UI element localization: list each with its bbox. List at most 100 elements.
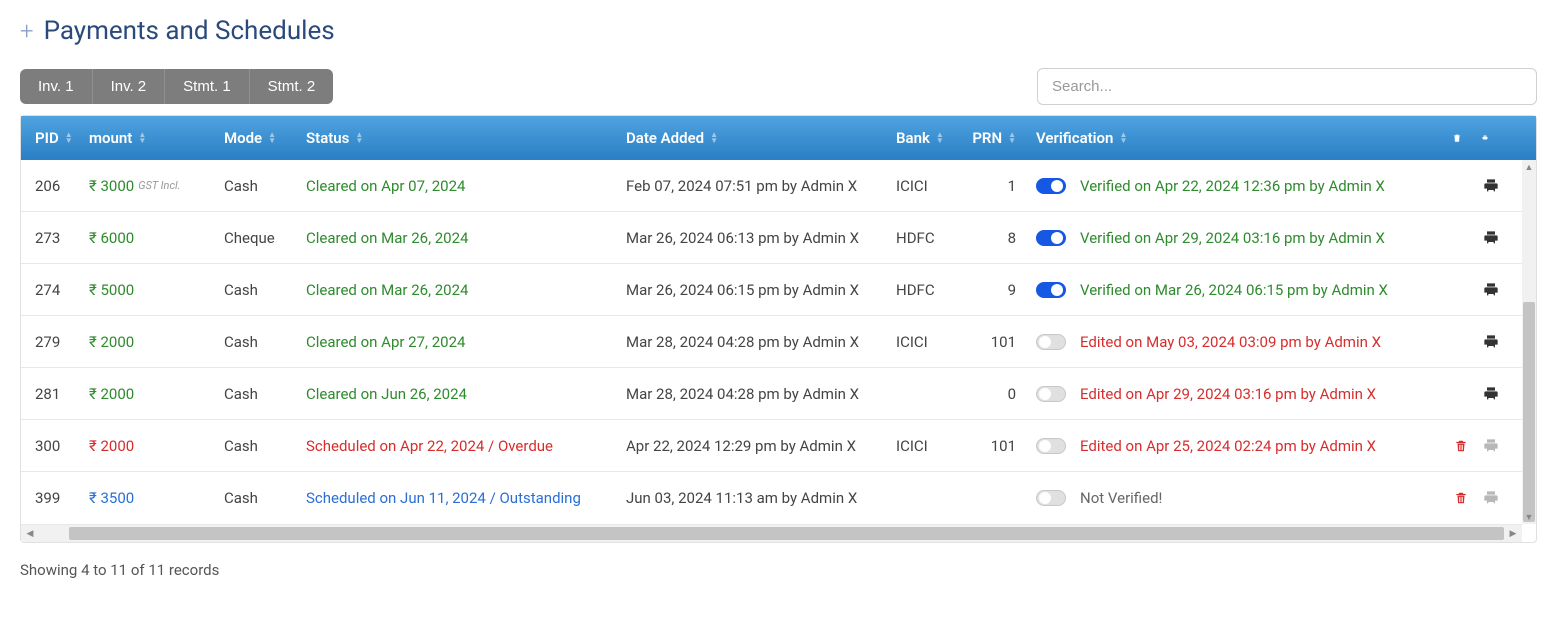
cell-verification: Edited on Apr 25, 2024 02:24 pm by Admin… [1026, 437, 1442, 455]
cell-pid: 281 [21, 385, 79, 403]
verified-toggle[interactable] [1036, 438, 1066, 454]
tab-group: Inv. 1 Inv. 2 Stmt. 1 Stmt. 2 [20, 69, 333, 104]
cell-bank: HDFC [886, 281, 966, 299]
cell-pid: 279 [21, 333, 79, 351]
verified-toggle[interactable] [1036, 490, 1066, 506]
cell-amount: ₹ 5000 [79, 281, 214, 299]
delete-icon[interactable] [1454, 438, 1468, 454]
print-icon[interactable] [1482, 230, 1500, 246]
horizontal-scroll-thumb[interactable] [69, 527, 1504, 540]
cell-status: Scheduled on Jun 11, 2024 / Outstanding [296, 489, 616, 507]
tab-stmt-1[interactable]: Stmt. 1 [165, 69, 250, 104]
cell-amount: ₹ 2000 [79, 385, 214, 403]
print-icon[interactable] [1482, 490, 1500, 506]
cell-actions [1442, 178, 1514, 194]
col-verification[interactable]: Verification ▲▼ [1026, 129, 1442, 147]
cell-mode: Cash [214, 281, 296, 299]
table-row: 279₹ 2000CashCleared on Apr 27, 2024Mar … [21, 316, 1522, 368]
print-icon[interactable] [1482, 282, 1500, 298]
cell-status: Scheduled on Apr 22, 2024 / Overdue [296, 437, 616, 455]
verified-toggle[interactable] [1036, 282, 1066, 298]
cell-date: Feb 07, 2024 07:51 pm by Admin X [616, 177, 886, 195]
print-icon[interactable] [1482, 386, 1500, 402]
verified-toggle[interactable] [1036, 334, 1066, 350]
cell-pid: 274 [21, 281, 79, 299]
cell-verification: Verified on Apr 29, 2024 03:16 pm by Adm… [1026, 229, 1442, 247]
cell-mode: Cash [214, 437, 296, 455]
cell-pid: 273 [21, 229, 79, 247]
cell-status: Cleared on Mar 26, 2024 [296, 229, 616, 247]
cell-date: Jun 03, 2024 11:13 am by Admin X [616, 489, 886, 507]
cell-prn: 101 [966, 437, 1026, 455]
sort-icon: ▲▼ [355, 132, 363, 144]
cell-mode: Cash [214, 489, 296, 507]
col-prn[interactable]: PRN ▲▼ [966, 129, 1026, 147]
cell-verification: Edited on May 03, 2024 03:09 pm by Admin… [1026, 333, 1442, 351]
col-amount[interactable]: mount ▲▼ [79, 129, 214, 147]
cell-status: Cleared on Apr 27, 2024 [296, 333, 616, 351]
cell-verification: Edited on Apr 29, 2024 03:16 pm by Admin… [1026, 385, 1442, 403]
cell-status: Cleared on Mar 26, 2024 [296, 281, 616, 299]
plus-icon[interactable]: + [20, 17, 34, 45]
scroll-down-icon[interactable]: ▼ [1522, 510, 1536, 524]
col-print-all[interactable] [1472, 130, 1502, 146]
cell-prn: 0 [966, 385, 1026, 403]
cell-verification: Verified on Apr 22, 2024 12:36 pm by Adm… [1026, 177, 1442, 195]
cell-actions [1442, 438, 1514, 454]
tab-inv-2[interactable]: Inv. 2 [93, 69, 166, 104]
cell-mode: Cash [214, 385, 296, 403]
col-pid[interactable]: PID ▲▼ [21, 129, 79, 147]
cell-date: Mar 28, 2024 04:28 pm by Admin X [616, 385, 886, 403]
verification-text: Verified on Mar 26, 2024 06:15 pm by Adm… [1080, 281, 1388, 299]
cell-amount: ₹ 6000 [79, 229, 214, 247]
panel-title: + Payments and Schedules [20, 16, 1537, 46]
vertical-scroll-thumb[interactable] [1523, 302, 1535, 522]
col-status[interactable]: Status ▲▼ [296, 129, 616, 147]
sort-icon: ▲▼ [936, 132, 944, 144]
print-icon[interactable] [1482, 438, 1500, 454]
verified-toggle[interactable] [1036, 178, 1066, 194]
toolbar: Inv. 1 Inv. 2 Stmt. 1 Stmt. 2 [20, 68, 1537, 105]
gst-tag: GST Incl. [138, 179, 180, 192]
cell-pid: 399 [21, 489, 79, 507]
verification-text: Not Verified! [1080, 489, 1162, 507]
tab-stmt-2[interactable]: Stmt. 2 [250, 69, 334, 104]
verified-toggle[interactable] [1036, 230, 1066, 246]
vertical-scrollbar[interactable]: ▲ ▼ [1522, 160, 1536, 524]
verified-toggle[interactable] [1036, 386, 1066, 402]
print-icon[interactable] [1482, 334, 1500, 350]
sort-icon: ▲▼ [268, 132, 276, 144]
cell-mode: Cash [214, 333, 296, 351]
col-date[interactable]: Date Added ▲▼ [616, 129, 886, 147]
cell-date: Apr 22, 2024 12:29 pm by Admin X [616, 437, 886, 455]
col-bank[interactable]: Bank ▲▼ [886, 129, 966, 147]
sort-icon: ▲▼ [1008, 132, 1016, 144]
table-row: 274₹ 5000CashCleared on Mar 26, 2024Mar … [21, 264, 1522, 316]
cell-prn: 1 [966, 177, 1026, 195]
table-row: 206₹ 3000GST Incl.CashCleared on Apr 07,… [21, 160, 1522, 212]
cell-status: Cleared on Apr 07, 2024 [296, 177, 616, 195]
scroll-left-icon[interactable]: ◀ [21, 525, 39, 542]
verification-text: Verified on Apr 29, 2024 03:16 pm by Adm… [1080, 229, 1385, 247]
horizontal-scrollbar[interactable]: ◀ ▶ [21, 524, 1522, 542]
cell-mode: Cash [214, 177, 296, 195]
scroll-up-icon[interactable]: ▲ [1522, 160, 1536, 174]
table-row: 399₹ 3500CashScheduled on Jun 11, 2024 /… [21, 472, 1522, 524]
payments-table: PID ▲▼ mount ▲▼ Mode ▲▼ Status ▲▼ Date A… [20, 115, 1537, 543]
scroll-right-icon[interactable]: ▶ [1504, 525, 1522, 542]
print-icon[interactable] [1482, 178, 1500, 194]
col-mode[interactable]: Mode ▲▼ [214, 129, 296, 147]
tab-inv-1[interactable]: Inv. 1 [20, 69, 93, 104]
panel-title-text: Payments and Schedules [44, 16, 335, 46]
cell-pid: 206 [21, 177, 79, 195]
cell-amount: ₹ 2000 [79, 437, 214, 455]
col-delete-all[interactable] [1442, 131, 1472, 145]
search-input[interactable] [1037, 68, 1537, 105]
cell-prn: 101 [966, 333, 1026, 351]
cell-actions [1442, 282, 1514, 298]
cell-date: Mar 26, 2024 06:15 pm by Admin X [616, 281, 886, 299]
cell-date: Mar 28, 2024 04:28 pm by Admin X [616, 333, 886, 351]
verification-text: Edited on Apr 25, 2024 02:24 pm by Admin… [1080, 437, 1376, 455]
delete-icon[interactable] [1454, 490, 1468, 506]
sort-icon: ▲▼ [138, 132, 146, 144]
